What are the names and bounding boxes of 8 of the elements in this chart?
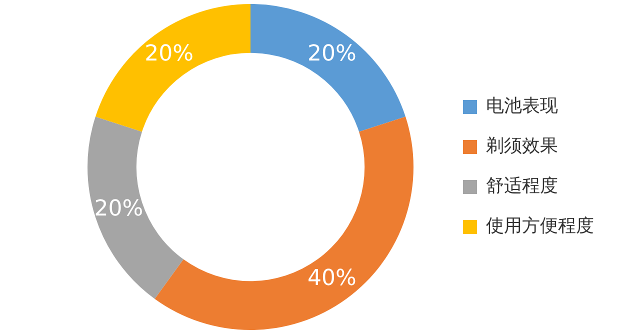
data-label: 20% (144, 42, 194, 67)
legend-label: 剃须效果 (486, 136, 558, 157)
data-label: 40% (307, 266, 356, 291)
legend-label: 使用方便程度 (486, 216, 594, 237)
data-label: 20% (94, 196, 144, 222)
legend-label: 电池表现 (486, 96, 558, 117)
legend-label: 舒适程度 (486, 176, 558, 197)
data-label: 20% (307, 42, 356, 67)
